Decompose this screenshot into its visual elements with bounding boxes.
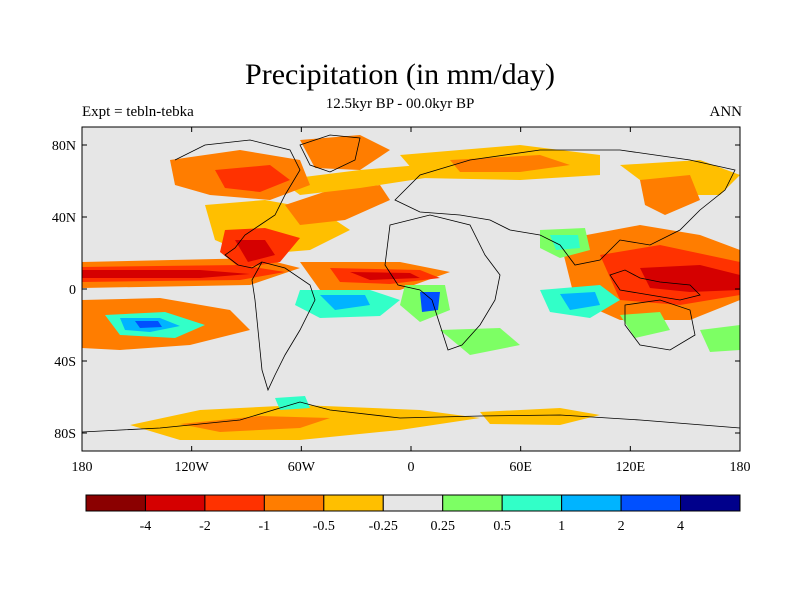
antarctic-core: [180, 416, 330, 432]
eurasia-coast: [394, 149, 736, 266]
colorbar-swatch: [85, 494, 146, 512]
eurasia-core: [450, 155, 570, 172]
colorbar-swatch: [323, 494, 384, 512]
colorbar-label: 1: [558, 519, 565, 534]
tropical-pacific-band-max: [82, 270, 250, 278]
indian-ocean-wet-core: [560, 292, 600, 310]
atlantic-itcz-max: [350, 272, 420, 280]
colorbar-swatch: [263, 494, 325, 512]
south-pacific-wet-max: [135, 321, 162, 328]
colorbar-swatch: [501, 494, 563, 512]
north-atlantic-band: [280, 165, 425, 195]
lat-tick-label: 80N: [52, 139, 76, 154]
colorbar-swatch: [442, 494, 503, 512]
axis-ticks: [81, 127, 741, 451]
greenland-anomaly: [300, 135, 390, 170]
maritime-continent-coast: [609, 269, 701, 301]
lat-tick-label: 40N: [52, 211, 76, 226]
axis-tick-labels: 80N 40N 0 40S 80S 180 120W 60W 0 60E 120E 180: [52, 139, 751, 475]
north-america-core: [215, 165, 290, 192]
colorbar-swatch: [382, 494, 444, 512]
map-title: Precipitation (in mm/day): [245, 58, 555, 91]
colorbar-label: 0.5: [493, 519, 511, 534]
season-label: ANN: [709, 104, 743, 120]
australia-wet: [620, 312, 670, 338]
lat-tick-label: 80S: [54, 427, 76, 442]
anomaly-shading: [82, 135, 740, 440]
lat-tick-label: 40S: [54, 355, 76, 370]
south-atlantic-anomaly: [440, 328, 520, 355]
africa-wet-core: [420, 292, 440, 312]
antarctica-coast: [82, 401, 740, 433]
greenland-coast: [299, 134, 361, 173]
colorbar-label: -1: [259, 519, 271, 534]
lon-tick-label: 60E: [509, 460, 532, 475]
colorbar-label: -4: [140, 519, 152, 534]
colorbar-label: -0.25: [369, 519, 398, 534]
colorbar-swatch: [620, 494, 682, 512]
colorbar-label: -2: [199, 519, 211, 534]
lat-tick-label: 0: [69, 283, 76, 298]
colorbar-label: 4: [677, 519, 684, 534]
colorbar-swatch: [561, 494, 622, 512]
north-atlantic-storm-track: [285, 185, 390, 225]
map-subtitle: 12.5kyr BP - 00.0kyr BP: [325, 96, 475, 112]
tropical-atlantic-wet-core: [320, 295, 370, 310]
lon-tick-label: 180: [72, 460, 93, 475]
south-asia-wet-core: [550, 235, 580, 250]
east-asia-core: [640, 175, 700, 215]
southern-ocean-anomaly: [480, 408, 600, 425]
south-america-coast: [251, 261, 316, 392]
lon-tick-label: 120W: [175, 460, 210, 475]
colorbar-label: 2: [618, 519, 625, 534]
colorbar: [85, 494, 741, 512]
maritime-continent-max: [640, 265, 740, 292]
lon-tick-label: 120E: [616, 460, 646, 475]
lon-tick-label: 0: [408, 460, 415, 475]
coastlines: [82, 134, 740, 433]
colorbar-swatch: [144, 494, 206, 512]
north-america-coast: [174, 139, 301, 269]
lon-tick-label: 60W: [288, 460, 316, 475]
experiment-label: Expt = tebln-tebka: [82, 104, 194, 120]
colorbar-label: -0.5: [313, 519, 335, 534]
australia-coast: [624, 299, 696, 351]
colorbar-swatch: [680, 494, 741, 512]
africa-coast: [384, 214, 501, 351]
sw-pacific-wet: [700, 325, 740, 352]
lon-tick-label: 180: [730, 460, 751, 475]
colorbar-swatch: [204, 494, 265, 512]
central-america-max: [235, 240, 275, 262]
colorbar-labels: -4 -2 -1 -0.5 -0.25 0.25 0.5 1 2 4: [140, 519, 684, 534]
colorbar-label: 0.25: [430, 519, 455, 534]
